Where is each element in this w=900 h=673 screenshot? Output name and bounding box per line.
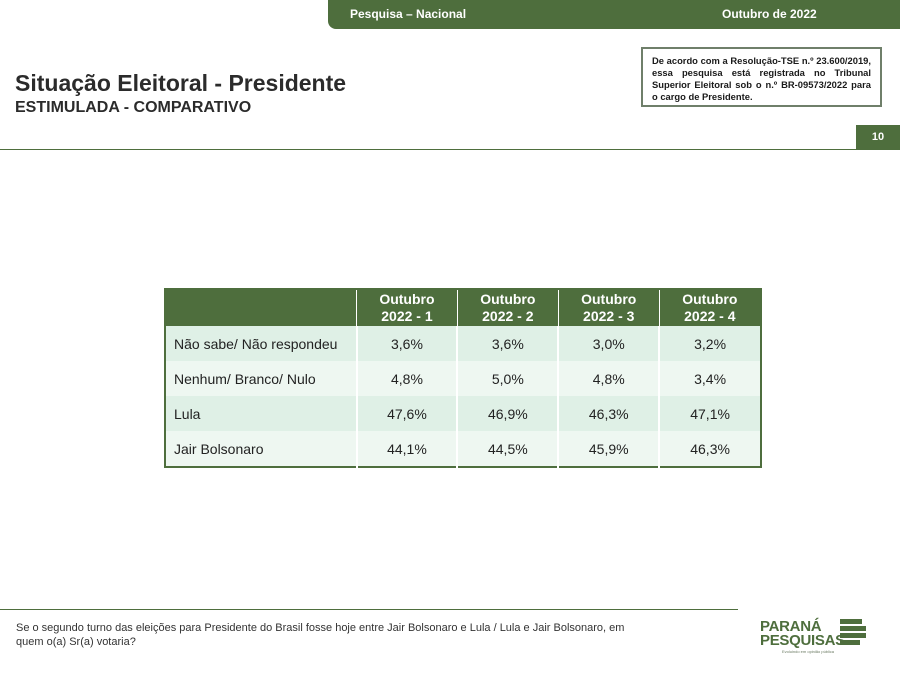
logo-line2: PESQUISAS [760, 632, 845, 649]
survey-question: Se o segundo turno das eleições para Pre… [16, 622, 625, 648]
logo-map-icon [840, 619, 866, 645]
survey-scope-label: Pesquisa – Nacional [350, 7, 467, 21]
table-cell: 47,1% [658, 396, 761, 431]
table-cell: 46,3% [557, 396, 660, 431]
column-header: Outubro 2022 - 3 [557, 289, 660, 326]
table-header-row: Outubro 2022 - 1 Outubro 2022 - 2 Outubr… [165, 289, 761, 326]
tse-notice-text: De acordo com a Resolução-TSE n.º 23.600… [652, 55, 871, 102]
table-cell: 4,8% [557, 361, 660, 396]
table-cell: 45,9% [557, 431, 660, 467]
column-header-line1: Outubro [480, 291, 536, 307]
survey-date-label: Outubro de 2022 [722, 7, 817, 21]
table-cell: 4,8% [355, 361, 458, 396]
column-header: Outubro 2022 - 1 [356, 289, 458, 326]
page-subtitle: ESTIMULADA - COMPARATIVO [15, 99, 252, 116]
table-cell: 3,6% [456, 326, 559, 361]
table-row: Não sabe/ Não respondeu 3,6% 3,6% 3,0% 3… [165, 326, 761, 361]
table-cell: 47,6% [355, 396, 458, 431]
table-cell: 46,9% [456, 396, 559, 431]
table-cell: 3,4% [658, 361, 761, 396]
column-header-line2: 2022 - 3 [583, 308, 635, 324]
column-header-line1: Outubro [379, 291, 435, 307]
parana-pesquisas-logo: PARANÁ PESQUISAS Evoluindo em opinião pú… [760, 618, 870, 654]
column-header: Outubro 2022 - 4 [658, 289, 761, 326]
row-label: Nenhum/ Branco/ Nulo [165, 361, 357, 396]
column-header-line1: Outubro [581, 291, 637, 307]
row-label: Não sabe/ Não respondeu [165, 326, 357, 361]
table-cell: 46,3% [658, 431, 761, 467]
header-bar: Pesquisa – Nacional Outubro de 2022 [328, 0, 900, 29]
table-cell: 44,5% [456, 431, 559, 467]
table-cell: 5,0% [456, 361, 559, 396]
column-header: Outubro 2022 - 2 [456, 289, 559, 326]
column-header-line2: 2022 - 1 [381, 308, 433, 324]
tse-registration-notice: De acordo com a Resolução-TSE n.º 23.600… [641, 47, 882, 107]
header-divider [0, 149, 856, 150]
table-cell: 3,6% [355, 326, 458, 361]
row-label: Lula [165, 396, 357, 431]
logo-line1: PARANÁ [760, 618, 822, 635]
table-header-blank [165, 289, 357, 326]
row-label: Jair Bolsonaro [165, 431, 357, 467]
table-cell: 3,0% [557, 326, 660, 361]
table-row: Jair Bolsonaro 44,1% 44,5% 45,9% 46,3% [165, 431, 761, 467]
column-header-line2: 2022 - 2 [482, 308, 534, 324]
footer-divider [0, 609, 738, 610]
page-title: Situação Eleitoral - Presidente [15, 70, 347, 96]
page-number: 10 [856, 125, 900, 150]
comparison-table: Outubro 2022 - 1 Outubro 2022 - 2 Outubr… [164, 288, 762, 468]
table-row: Lula 47,6% 46,9% 46,3% 47,1% [165, 396, 761, 431]
column-header-line2: 2022 - 4 [684, 308, 736, 324]
logo-tagline: Evoluindo em opinião pública [782, 649, 835, 654]
table-cell: 44,1% [355, 431, 458, 467]
column-header-line1: Outubro [682, 291, 738, 307]
table-cell: 3,2% [658, 326, 761, 361]
table-row: Nenhum/ Branco/ Nulo 4,8% 5,0% 4,8% 3,4% [165, 361, 761, 396]
